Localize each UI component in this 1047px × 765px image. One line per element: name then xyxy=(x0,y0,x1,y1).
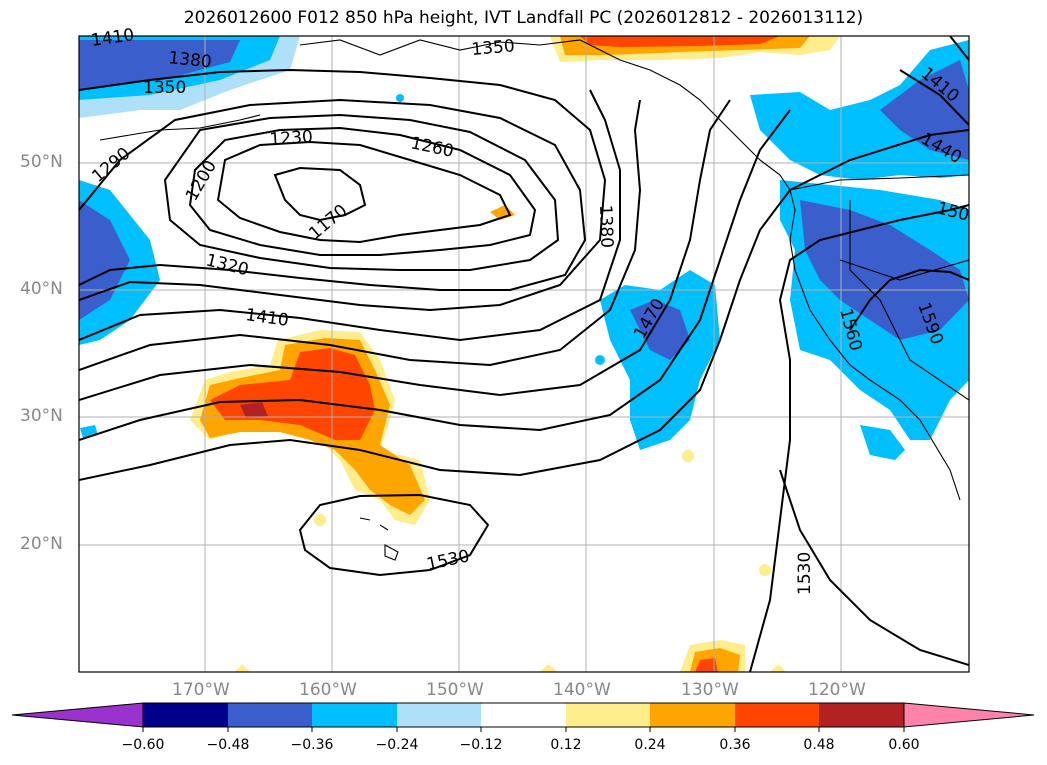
colorbar-tick-label: 0.60 xyxy=(888,737,920,753)
colorbar-bin xyxy=(312,703,397,727)
colorbar-bin xyxy=(228,703,312,727)
lat-label: 40°N xyxy=(20,279,63,299)
colorbar-bin xyxy=(735,703,819,727)
lon-label: 140°W xyxy=(553,680,611,700)
colorbar-extend-min xyxy=(11,702,144,728)
lat-label: 30°N xyxy=(20,406,63,426)
colorbar-tick-label: 0.24 xyxy=(634,737,666,753)
graticule xyxy=(79,36,969,672)
lon-label: 160°W xyxy=(299,680,357,700)
colorbar-extend-max xyxy=(903,702,1035,728)
colorbar-tick-label: 0.48 xyxy=(803,737,835,753)
map-frame xyxy=(78,35,970,673)
lon-label: 130°W xyxy=(681,680,739,700)
height-contours xyxy=(79,36,969,672)
coastlines xyxy=(99,39,969,561)
lat-label: 20°N xyxy=(20,534,63,554)
contour-label: 1350 xyxy=(143,78,186,98)
colorbar-bin xyxy=(397,703,481,727)
lon-label: 120°W xyxy=(808,680,866,700)
map-title: 2026012600 F012 850 hPa height, IVT Land… xyxy=(183,8,864,28)
colorbar-tick-label: −0.60 xyxy=(121,737,165,753)
contour-label: 1350 xyxy=(471,36,516,60)
colorbar-bin xyxy=(819,703,904,727)
colorbar-tick-label: −0.12 xyxy=(459,737,503,753)
lon-label: 170°W xyxy=(172,680,230,700)
colorbar-bin xyxy=(566,703,650,727)
colorbar-tick-label: −0.36 xyxy=(290,737,334,753)
contour-label: 1380 xyxy=(167,48,212,72)
lat-label: 50°N xyxy=(20,152,63,172)
colorbar-bin xyxy=(481,703,566,727)
contour-label: 1380 xyxy=(595,204,616,248)
colorbar-tick-label: 0.12 xyxy=(550,737,582,753)
colorbar-tick-label: 0.36 xyxy=(719,737,751,753)
colorbar-tick-label: −0.48 xyxy=(206,737,250,753)
colorbar xyxy=(11,702,1035,732)
colorbar-tick-label: −0.24 xyxy=(375,737,419,753)
colorbar-bin xyxy=(650,703,735,727)
contour-label: 1530 xyxy=(795,552,815,595)
colorbar-frame xyxy=(142,702,905,728)
colorbar-bin xyxy=(143,703,228,727)
contour-label: 1230 xyxy=(269,127,314,150)
lon-label: 150°W xyxy=(426,680,484,700)
